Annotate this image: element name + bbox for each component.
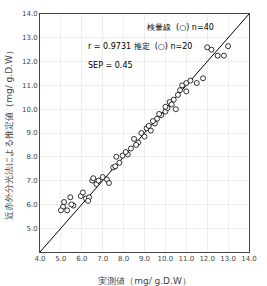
svg-text:6.0: 6.0 bbox=[26, 201, 37, 209]
svg-text:14.0: 14.0 bbox=[241, 255, 257, 263]
svg-text:14.0: 14.0 bbox=[22, 10, 38, 18]
svg-text:11.0: 11.0 bbox=[22, 82, 38, 90]
svg-text:SEP = 0.45: SEP = 0.45 bbox=[88, 61, 133, 70]
svg-text:r = 0.9731 推定 (○) n=20: r = 0.9731 推定 (○) n=20 bbox=[88, 42, 192, 51]
svg-text:7.0: 7.0 bbox=[97, 255, 108, 263]
svg-text:10.0: 10.0 bbox=[158, 255, 174, 263]
svg-text:検量線 (○) n=40: 検量線 (○) n=40 bbox=[147, 23, 214, 32]
svg-text:11.0: 11.0 bbox=[179, 255, 195, 263]
svg-text:13.0: 13.0 bbox=[22, 34, 38, 42]
svg-text:4.0: 4.0 bbox=[34, 255, 45, 263]
svg-text:5.0: 5.0 bbox=[55, 255, 66, 263]
svg-text:10.0: 10.0 bbox=[22, 106, 38, 114]
svg-text:13.0: 13.0 bbox=[220, 255, 236, 263]
svg-text:6.0: 6.0 bbox=[76, 255, 87, 263]
svg-text:12.0: 12.0 bbox=[199, 255, 215, 263]
svg-text:9.0: 9.0 bbox=[139, 255, 150, 263]
svg-text:近赤外分光法による推定値（mg/ g.D.W）: 近赤外分光法による推定値（mg/ g.D.W） bbox=[4, 46, 14, 220]
svg-text:8.0: 8.0 bbox=[26, 153, 37, 161]
svg-text:7.0: 7.0 bbox=[26, 177, 37, 185]
svg-text:実測値（mg/ g.D.W）: 実測値（mg/ g.D.W） bbox=[98, 276, 191, 286]
svg-text:8.0: 8.0 bbox=[118, 255, 129, 263]
svg-text:5.0: 5.0 bbox=[26, 225, 37, 233]
svg-text:12.0: 12.0 bbox=[22, 58, 38, 66]
svg-text:9.0: 9.0 bbox=[26, 129, 37, 137]
